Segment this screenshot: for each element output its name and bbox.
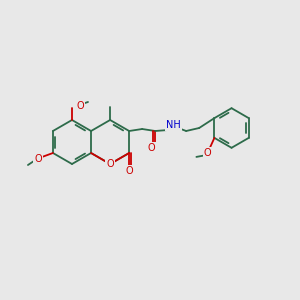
Text: NH: NH [166, 120, 181, 130]
Text: O: O [76, 101, 84, 111]
Text: O: O [34, 154, 42, 164]
Text: O: O [204, 148, 211, 158]
Text: O: O [147, 143, 155, 153]
Text: O: O [106, 159, 114, 169]
Text: O: O [125, 166, 133, 176]
